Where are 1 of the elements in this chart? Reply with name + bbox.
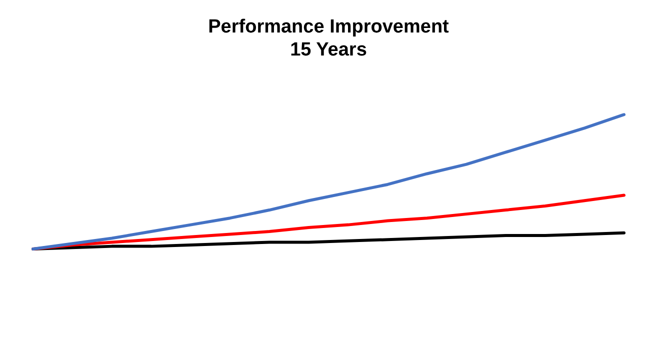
chart-title: Performance Improvement 15 Years — [208, 16, 450, 60]
